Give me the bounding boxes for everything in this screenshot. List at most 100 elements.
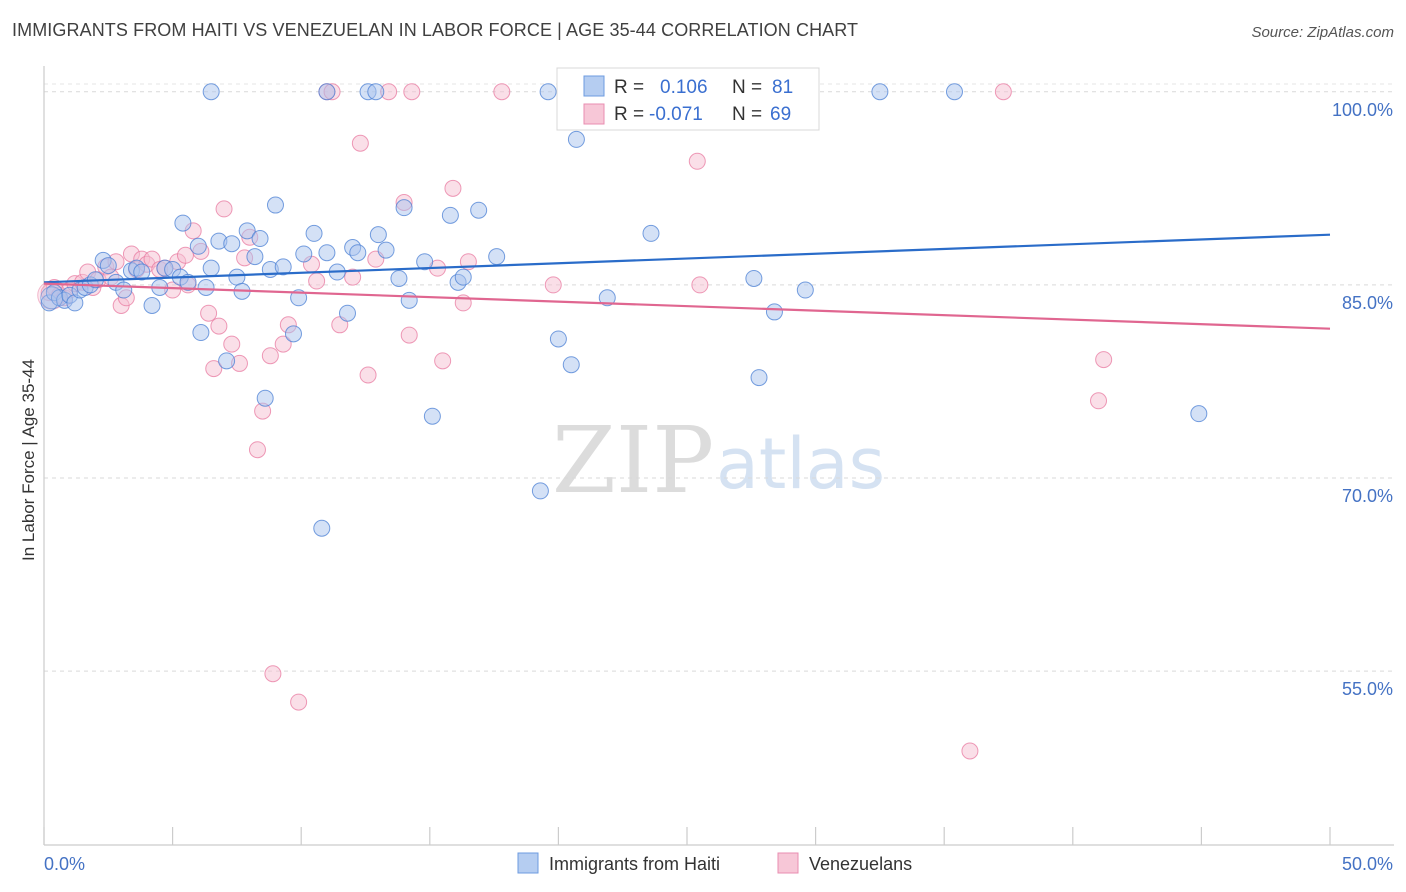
- haiti-point-62: [470, 201, 488, 219]
- haiti-point-61: [454, 268, 472, 286]
- bottom-legend-swatch-haiti: [517, 852, 539, 874]
- venezuelan-point-67: [1095, 351, 1113, 369]
- series-venezuelans-points: [37, 83, 1113, 760]
- haiti-point-56: [400, 291, 418, 309]
- watermark: ZIP atlas: [552, 407, 885, 514]
- y-tick-label-1: 85.0%: [1342, 293, 1393, 313]
- chart-source: Source: ZipAtlas.com: [1251, 24, 1394, 41]
- haiti-point-36: [256, 389, 274, 407]
- bottom-legend-label-venezuelans: Venezuelans: [809, 854, 912, 874]
- haiti-point-55: [395, 199, 413, 217]
- haiti-point-77: [945, 83, 963, 101]
- haiti-point-74: [765, 303, 783, 321]
- venezuelan-point-63: [688, 152, 706, 170]
- haiti-point-35: [251, 230, 269, 248]
- venezuelan-point-36: [248, 441, 266, 459]
- haiti-point-79: [318, 83, 336, 101]
- bottom-legend-swatch-venezuelans: [777, 852, 799, 874]
- haiti-point-25: [192, 324, 210, 342]
- haiti-point-11: [99, 257, 117, 275]
- venezuelan-point-62: [544, 276, 562, 294]
- series-legend: Immigrants from Haiti Venezuelans: [517, 852, 912, 874]
- y-tick-label-0: 100.0%: [1332, 100, 1393, 120]
- watermark-atlas: atlas: [716, 423, 885, 505]
- axes: [43, 66, 1394, 846]
- haiti-point-16: [133, 263, 151, 281]
- correlation-legend: R = 0.106 N = 81 R = -0.071 N = 69: [556, 67, 820, 131]
- venezuelan-point-57: [434, 352, 452, 370]
- x-tick-labels: 0.0% 50.0%: [44, 854, 1393, 874]
- y-axis-label: In Labor Force | Age 35-44: [19, 359, 38, 561]
- haiti-point-27: [202, 259, 220, 277]
- venezuelan-point-28: [200, 304, 218, 322]
- haiti-trend-line: [43, 233, 1331, 284]
- legend-swatch-haiti: [583, 75, 605, 97]
- legend-n-value-1: 81: [772, 77, 793, 98]
- haiti-point-22: [174, 214, 192, 232]
- haiti-point-30: [223, 235, 241, 253]
- venezuelan-point-38: [261, 347, 279, 365]
- haiti-point-78: [1190, 405, 1208, 423]
- legend-swatch-venezuelans: [583, 103, 605, 125]
- haiti-cluster-point: [40, 286, 64, 310]
- venezuelan-point-64: [691, 276, 709, 294]
- x-tick-label-1: 50.0%: [1342, 854, 1393, 874]
- haiti-point-64: [531, 482, 549, 500]
- venezuelan-point-44: [308, 272, 326, 290]
- venezuelan-point-48: [344, 268, 362, 286]
- haiti-point-23: [179, 273, 197, 291]
- legend-r-label-1: R =: [614, 77, 644, 98]
- venezuelan-point-68: [961, 742, 979, 760]
- legend-n-value-2: 69: [770, 104, 791, 125]
- watermark-zip: ZIP: [552, 407, 714, 514]
- legend-r-value-1: 0.106: [660, 77, 708, 98]
- y-tick-label-2: 70.0%: [1342, 486, 1393, 506]
- haiti-point-69: [598, 289, 616, 307]
- haiti-point-42: [295, 245, 313, 263]
- legend-r-label-2: R =: [614, 104, 644, 125]
- haiti-point-24: [189, 237, 207, 255]
- haiti-point-51: [367, 83, 385, 101]
- y-tick-label-3: 55.0%: [1342, 679, 1393, 699]
- haiti-point-68: [567, 130, 585, 148]
- haiti-point-43: [305, 224, 323, 242]
- haiti-point-38: [266, 196, 284, 214]
- haiti-point-26: [197, 278, 215, 296]
- haiti-point-29: [218, 352, 236, 370]
- venezuelan-point-66: [1090, 392, 1108, 410]
- haiti-point-58: [423, 407, 441, 425]
- bottom-legend-label-haiti: Immigrants from Haiti: [549, 854, 720, 874]
- haiti-point-44: [313, 519, 331, 537]
- haiti-point-39: [274, 258, 292, 276]
- haiti-point-54: [390, 269, 408, 287]
- legend-n-label-2: N =: [732, 104, 762, 125]
- venezuelan-point-39: [264, 665, 282, 683]
- haiti-point-45: [318, 244, 336, 262]
- grid-lines: [44, 83, 1394, 672]
- haiti-point-57: [416, 253, 434, 271]
- venezuelan-point-29: [205, 360, 223, 378]
- venezuelan-point-32: [223, 335, 241, 353]
- trend-lines: [43, 233, 1331, 330]
- haiti-point-76: [871, 83, 889, 101]
- legend-r-value-2: -0.071: [649, 104, 703, 125]
- haiti-point-80: [202, 83, 220, 101]
- haiti-point-34: [246, 248, 264, 266]
- venezuelan-point-50: [359, 366, 377, 384]
- haiti-point-52: [369, 226, 387, 244]
- x-tick-label-0: 0.0%: [44, 854, 85, 874]
- haiti-point-75: [796, 281, 814, 299]
- haiti-point-31: [228, 268, 246, 286]
- venezuelan-point-49: [351, 134, 369, 152]
- venezuelan-point-30: [210, 317, 228, 335]
- venezuelan-point-58: [444, 179, 462, 197]
- haiti-point-72: [745, 269, 763, 287]
- venezuelan-point-65: [994, 83, 1012, 101]
- haiti-point-13: [115, 281, 133, 299]
- haiti-point-73: [750, 369, 768, 387]
- haiti-point-66: [549, 330, 567, 348]
- haiti-point-67: [562, 356, 580, 374]
- venezuelan-point-54: [400, 326, 418, 344]
